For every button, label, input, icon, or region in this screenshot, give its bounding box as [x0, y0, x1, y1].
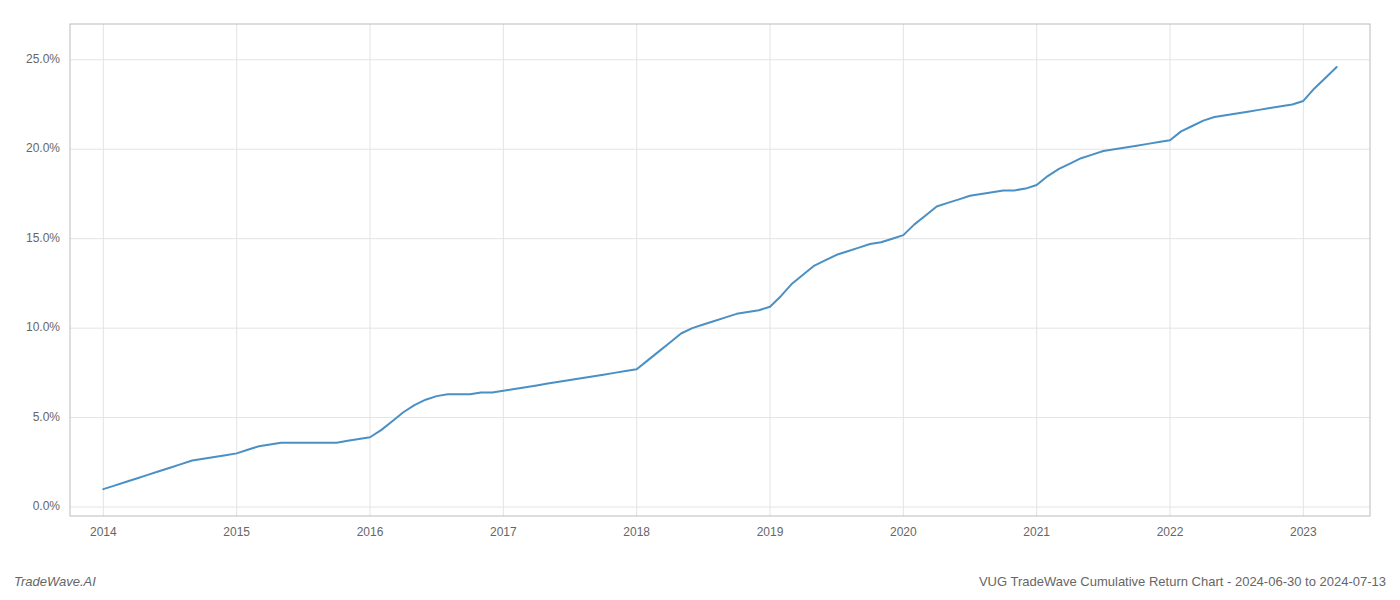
x-grid-line — [903, 24, 904, 516]
y-tick-label: 10.0% — [26, 320, 60, 334]
line — [103, 67, 1336, 489]
grid — [70, 24, 1370, 516]
y-grid-line — [70, 149, 1370, 150]
x-tick-label: 2014 — [90, 525, 117, 539]
y-tick-label: 15.0% — [26, 231, 60, 245]
x-grid-line — [770, 24, 771, 516]
y-grid-line — [70, 328, 1370, 329]
y-tick-label: 0.0% — [33, 499, 61, 513]
y-grid-line — [70, 417, 1370, 418]
watermark: TradeWave.AI — [14, 574, 96, 589]
y-grid-line — [70, 507, 1370, 508]
x-grid-line — [236, 24, 237, 516]
x-tick-label: 2020 — [890, 525, 917, 539]
y-grid-line — [70, 59, 1370, 60]
x-tick-label: 2019 — [757, 525, 784, 539]
x-grid-line — [503, 24, 504, 516]
x-grid-line — [1170, 24, 1171, 516]
x-grid-line — [1036, 24, 1037, 516]
x-tick-label: 2021 — [1023, 525, 1050, 539]
x-tick-label: 2015 — [223, 525, 250, 539]
x-tick-label: 2016 — [357, 525, 384, 539]
series-group — [103, 67, 1336, 489]
x-tick-label: 2022 — [1157, 525, 1184, 539]
x-grid-line — [370, 24, 371, 516]
page: {"chart_data": { "type": "line", "title"… — [0, 0, 1400, 600]
x-tick-label: 2018 — [623, 525, 650, 539]
y-grid-line — [70, 238, 1370, 239]
x-grid-line — [636, 24, 637, 516]
y-tick-label: 25.0% — [26, 52, 60, 66]
title: VUG TradeWave Cumulative Return Chart - … — [979, 574, 1386, 589]
plot-frame — [70, 24, 1370, 516]
x-grid-line — [1303, 24, 1304, 516]
x-tick-label: 2017 — [490, 525, 517, 539]
y-tick-label: 5.0% — [33, 410, 61, 424]
y-tick-label: 20.0% — [26, 141, 60, 155]
x-grid-line — [103, 24, 104, 516]
x-tick-label: 2023 — [1290, 525, 1317, 539]
chart: 0.0% 5.0% 10.0% 15.0% 20.0% 25.0% 2014 2015 2016… — [0, 0, 1400, 600]
